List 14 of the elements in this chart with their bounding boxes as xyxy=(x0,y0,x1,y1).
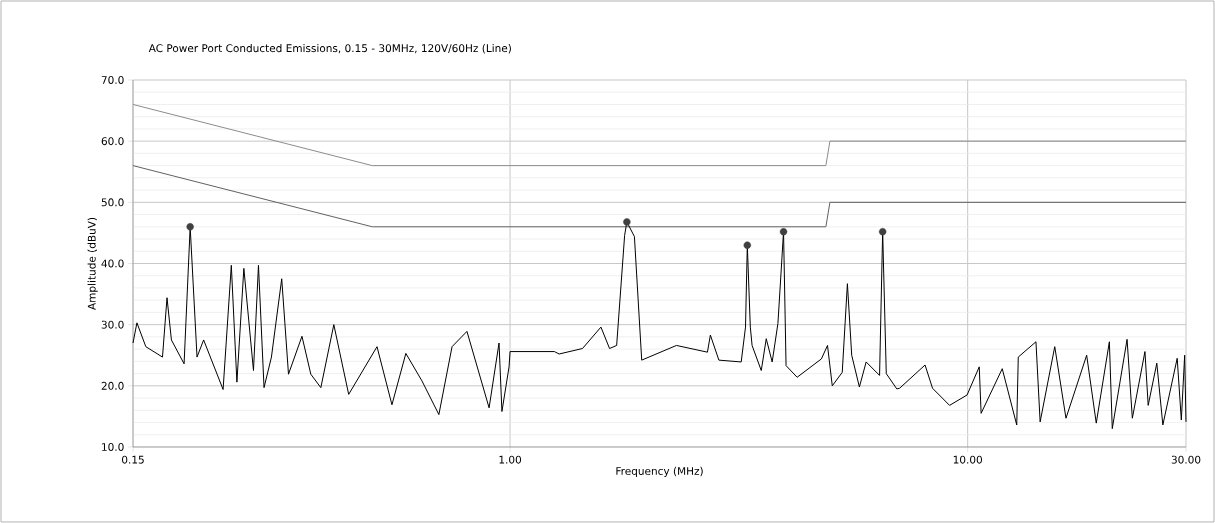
y-tick-label: 10.0 xyxy=(102,443,124,451)
y-tick-label: 60.0 xyxy=(101,137,124,146)
x-tick-label: 10.00 xyxy=(953,455,982,464)
x-axis-title: Frequency (MHz) xyxy=(616,466,703,477)
y-tick-label: 70.0 xyxy=(101,76,124,84)
x-tick-label: 30.00 xyxy=(1171,455,1201,464)
x-tick-label: 0.15 xyxy=(122,455,144,464)
y-tick-label: 20.0 xyxy=(101,381,124,390)
x-tick-label: 1.00 xyxy=(499,455,522,464)
y-tick-label: 50.0 xyxy=(101,198,124,207)
y-tick-label: 40.0 xyxy=(101,259,124,268)
y-tick-label: 30.0 xyxy=(101,320,124,329)
chart-title: AC Power Port Conducted Emissions, 0.15 - 30MHz, 120V/60Hz (Line) xyxy=(148,44,511,54)
y-axis-title: Amplitude (dBuV) xyxy=(87,217,98,310)
